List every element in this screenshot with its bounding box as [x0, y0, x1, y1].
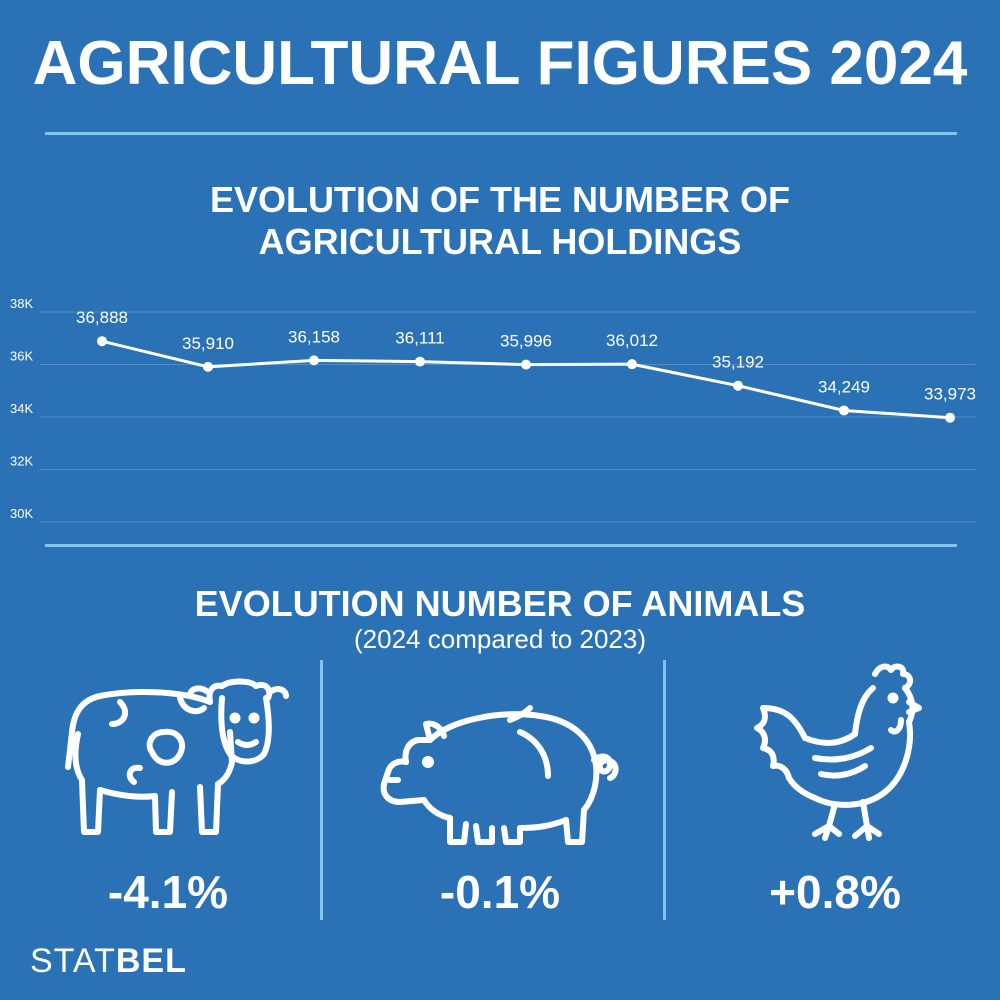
data-label: 36,158 [288, 327, 340, 346]
data-point [97, 336, 107, 347]
y-tick-label: 32K [10, 454, 33, 469]
data-label: 36,012 [606, 331, 658, 350]
y-tick-label: 36K [10, 349, 33, 364]
data-point [945, 412, 955, 423]
statbel-logo: STATBEL [30, 942, 187, 981]
cow-change: -4.1% [107, 866, 229, 918]
animals-title: EVOLUTION NUMBER OF ANIMALS [194, 583, 806, 624]
separator-left [320, 660, 323, 920]
data-label: 36,111 [395, 329, 444, 348]
y-tick-label: 38K [10, 296, 33, 311]
chicken-change: +0.8% [769, 866, 901, 918]
data-point [309, 355, 319, 366]
page-title: AGRICULTURAL FIGURES 2024 [32, 29, 968, 98]
data-label: 35,996 [500, 332, 552, 351]
holdings-title-line1: EVOLUTION OF THE NUMBER OF [210, 179, 790, 220]
top-divider [45, 132, 957, 135]
y-tick-label: 30K [10, 506, 33, 521]
data-label: 34,249 [818, 377, 870, 396]
data-label: 33,973 [924, 385, 976, 404]
data-point [203, 361, 213, 372]
pig-icon [380, 705, 619, 845]
pig-change: -0.1% [439, 866, 561, 918]
middle-divider [45, 544, 957, 547]
holdings-title-line2: AGRICULTURAL HOLDINGS [258, 221, 742, 262]
logo-part-bel: BEL [115, 942, 187, 980]
data-point [733, 380, 743, 391]
data-point [839, 405, 849, 416]
data-label: 36,888 [76, 308, 128, 327]
separator-right [663, 660, 666, 920]
holdings-line-chart: 30K 32K 34K 36K 38K 36,888 35,910 36,158 36,111 3… [10, 296, 976, 523]
data-label: 35,192 [712, 353, 764, 372]
data-label: 35,910 [182, 334, 234, 353]
cow-icon [65, 678, 289, 835]
data-point [627, 359, 637, 370]
y-tick-label: 34K [10, 401, 33, 416]
animals-subtitle: (2024 compared to 2023) [354, 624, 646, 654]
logo-part-stat: STAT [30, 942, 116, 980]
chicken-icon [754, 663, 922, 841]
data-point [415, 356, 425, 367]
data-point [521, 359, 531, 370]
